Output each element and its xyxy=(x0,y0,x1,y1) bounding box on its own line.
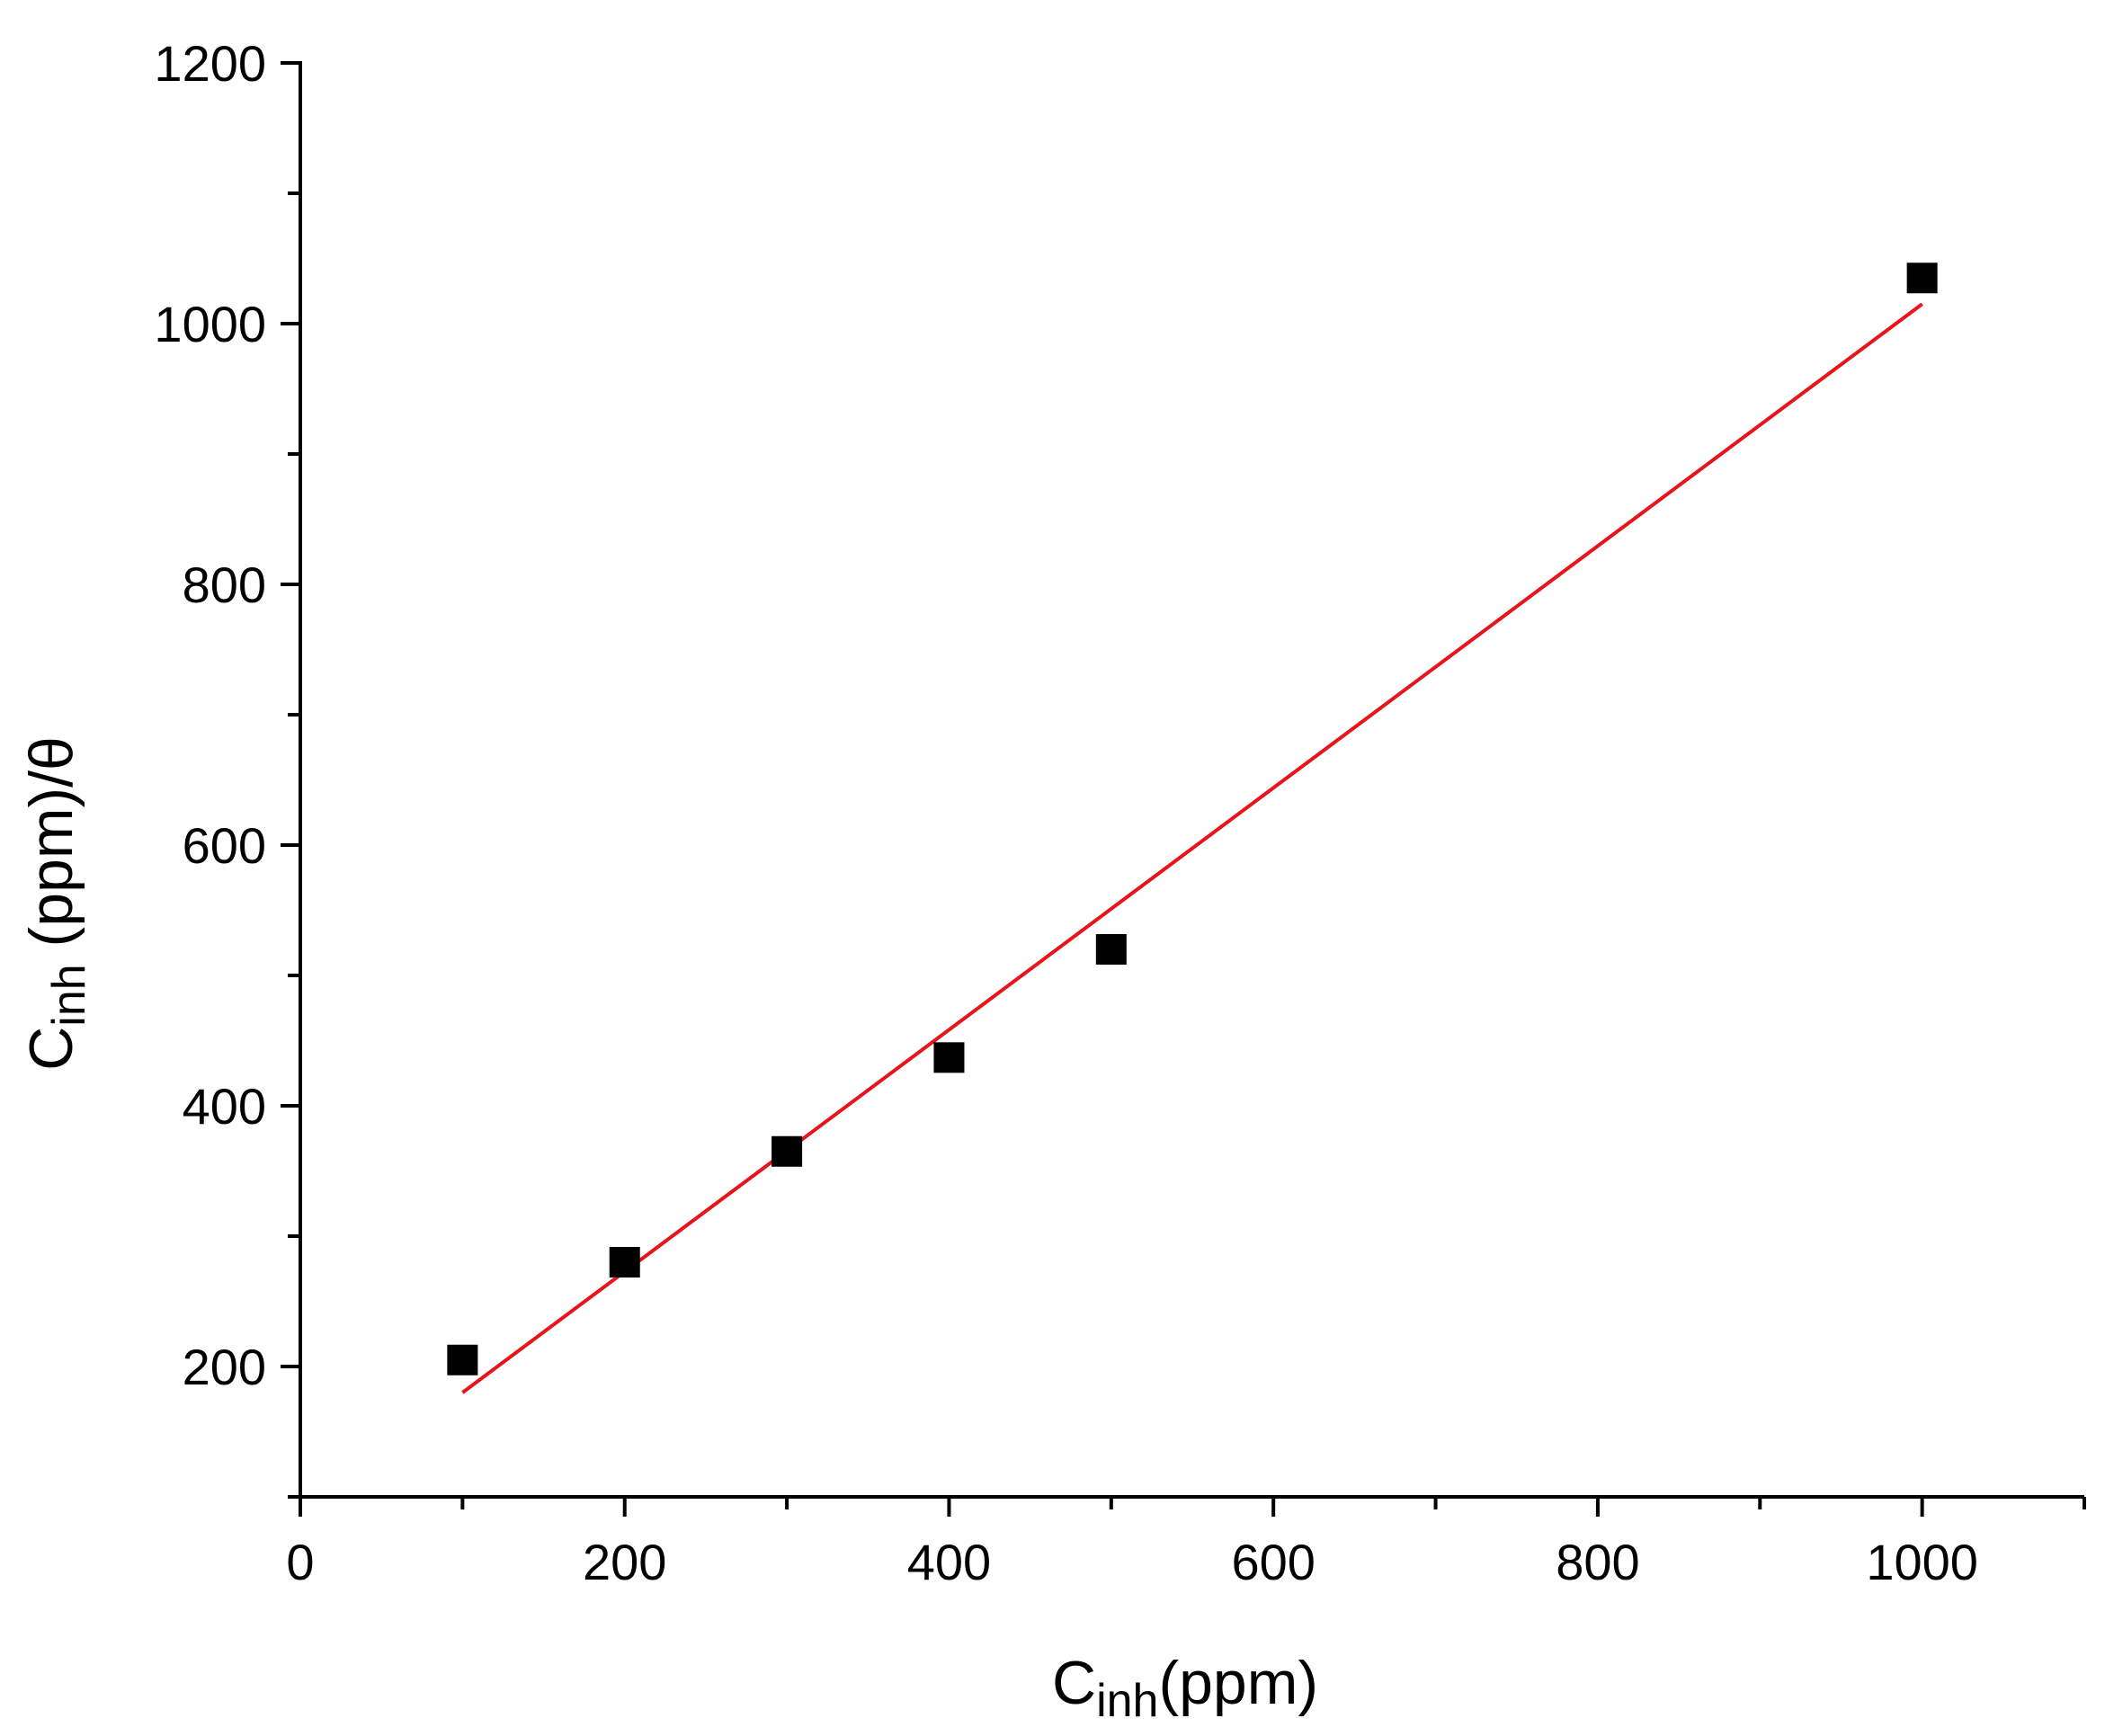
x-tick-label: 0 xyxy=(286,1534,314,1590)
tick-labels: 0 200 400 600 800 1000 200 400 600 800 1000 1200 xyxy=(154,35,1978,1590)
y-tick-label: 400 xyxy=(183,1078,266,1135)
y-tick-label: 200 xyxy=(183,1339,266,1395)
x-axis-title-sub: inh xyxy=(1096,1675,1158,1727)
data-point xyxy=(447,1344,478,1375)
ticks xyxy=(281,61,2086,1517)
data-point xyxy=(1906,263,1938,294)
y-axis-title-base: C xyxy=(17,1027,85,1071)
y-tick-label: 600 xyxy=(183,817,266,874)
data-point xyxy=(933,1042,965,1073)
x-axis-title-base: C xyxy=(1052,1649,1096,1717)
x-tick-label: 400 xyxy=(907,1534,991,1590)
data-points xyxy=(447,263,1938,1375)
y-tick-label: 1000 xyxy=(154,296,266,352)
x-tick-label: 200 xyxy=(583,1534,666,1590)
y-axis-title: Cinh (ppm)/θ xyxy=(17,736,95,1071)
x-tick-label: 800 xyxy=(1556,1534,1639,1590)
fit-line-group xyxy=(461,302,1923,1394)
x-tick-label: 1000 xyxy=(1866,1534,1978,1590)
y-tick-label: 800 xyxy=(183,556,266,613)
data-point xyxy=(609,1247,640,1278)
fit-line xyxy=(461,302,1923,1394)
data-point xyxy=(1095,934,1127,965)
x-axis-title: Cinh(ppm) xyxy=(1052,1649,1318,1727)
y-axis-title-rest: (ppm)/θ xyxy=(17,736,85,964)
data-point xyxy=(772,1135,803,1167)
axes xyxy=(299,61,2084,1499)
x-tick-label: 600 xyxy=(1231,1534,1315,1590)
x-axis-title-rest: (ppm) xyxy=(1158,1649,1318,1717)
y-axis-title-sub: inh xyxy=(43,964,95,1026)
y-tick-label: 1200 xyxy=(154,35,266,92)
